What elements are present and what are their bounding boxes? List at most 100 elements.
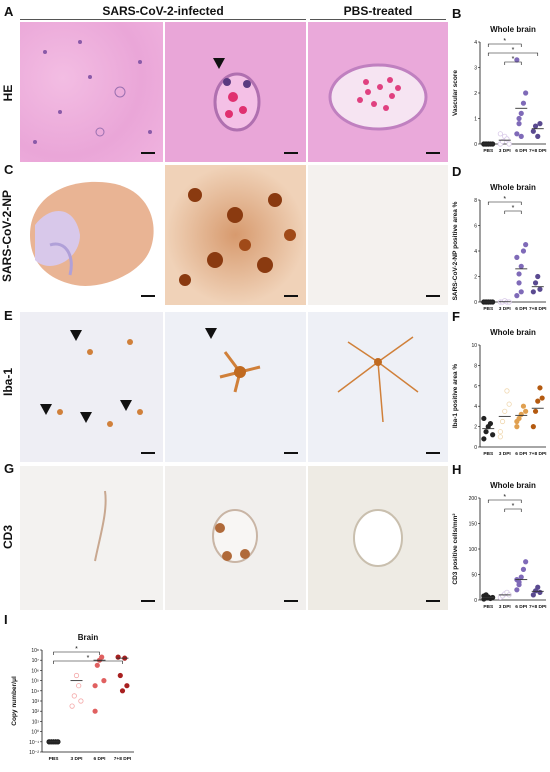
- data-point: [530, 424, 536, 430]
- data-point: [78, 698, 84, 704]
- chart-brain-copy-number: Brain 10⁻² 10⁻¹ 10⁰ 10¹ 10² 10³ 10⁴ 10⁵ 10⁶ 10⁷ 10⁸…: [11, 633, 134, 762]
- x-tick-label: PBS: [483, 451, 494, 457]
- data-point: [523, 559, 529, 565]
- scale-bar: [426, 452, 440, 454]
- scale-bar: [426, 600, 440, 602]
- x-tick-label: 7+8 DPI: [529, 148, 547, 154]
- data-point: [537, 286, 543, 292]
- data-point: [514, 293, 520, 299]
- data-point: [504, 388, 510, 394]
- x-tick-label: 7+8 DPI: [114, 756, 132, 762]
- data-point: [539, 395, 545, 401]
- data-point: [516, 579, 522, 585]
- scale-bar: [141, 295, 155, 297]
- x-tick-label: 3 DPI: [499, 306, 512, 312]
- data-point: [530, 128, 536, 134]
- significance-star: *: [512, 205, 515, 212]
- he-control-image: [308, 22, 448, 162]
- panel-letter-a: A: [4, 4, 14, 19]
- data-point: [497, 131, 503, 137]
- data-point: [537, 121, 543, 127]
- y-tick-label: 0: [474, 598, 477, 604]
- data-point: [520, 100, 527, 106]
- x-tick-label: PBS: [49, 756, 60, 762]
- significance-bracket: [53, 660, 123, 664]
- x-tick-label: 3 DPI: [71, 756, 84, 762]
- data-point: [69, 703, 75, 709]
- data-point: [516, 280, 522, 286]
- y-tick-label: 10¹: [32, 719, 40, 725]
- x-tick-label: 6 DPI: [515, 148, 528, 154]
- y-tick-label: 10⁷: [32, 658, 40, 664]
- chart-title: Whole brain: [490, 481, 536, 490]
- data-point: [490, 432, 496, 438]
- x-tick-label: 3 DPI: [499, 451, 512, 457]
- chart-np-area: Whole brain 0 2 4 6 8 SARS-CoV-2-NP positive a…: [452, 183, 547, 312]
- data-point: [530, 289, 536, 295]
- infected-bracket: [20, 19, 306, 20]
- y-tick-label: 50: [471, 573, 477, 579]
- y-tick-label: 6: [474, 224, 477, 230]
- x-tick-label: 6 DPI: [515, 604, 528, 610]
- x-tick-label: PBS: [483, 604, 494, 610]
- data-point: [497, 434, 503, 440]
- y-tick-label: 10³: [32, 699, 40, 705]
- data-point: [535, 584, 541, 590]
- data-point: [497, 429, 503, 435]
- panel-letter-i: I: [4, 612, 8, 627]
- data-point: [485, 595, 491, 601]
- he-overview-image: [20, 22, 163, 162]
- significance-star: *: [503, 196, 506, 203]
- data-point: [532, 123, 539, 129]
- data-point: [71, 693, 77, 699]
- np-overview-image: [20, 165, 163, 305]
- significance-bracket: [487, 43, 522, 47]
- y-tick-label: 10⁸: [31, 648, 39, 654]
- y-tick-label: 0: [474, 445, 477, 451]
- data-point: [532, 280, 539, 286]
- chart-cd3-cells: Whole brain 0 50 100 150 200 CD3 positive cell…: [452, 481, 547, 610]
- scale-bar: [141, 152, 155, 154]
- y-tick-label: 150: [469, 522, 478, 528]
- panel-letter-e: E: [4, 308, 13, 323]
- data-point: [523, 90, 529, 96]
- data-point: [537, 385, 543, 391]
- significance-star: *: [512, 56, 515, 63]
- y-tick-label: 8: [474, 198, 477, 204]
- y-tick-label: 2: [474, 425, 477, 431]
- significance-bracket: [487, 499, 522, 503]
- y-tick-label: 4: [474, 40, 477, 46]
- scale-bar: [141, 452, 155, 454]
- data-point: [518, 110, 524, 117]
- chart-title: Brain: [78, 633, 99, 642]
- significance-star: *: [503, 38, 506, 45]
- chart-iba-area: Whole brain 0 2 4 6 8 10 Iba-1 positive area % P…: [452, 328, 547, 457]
- data-point: [92, 708, 98, 714]
- data-point: [502, 408, 508, 414]
- scale-bar: [426, 152, 440, 154]
- data-point: [514, 254, 520, 260]
- data-point: [514, 424, 520, 430]
- data-point: [516, 271, 522, 277]
- y-tick-label: 2: [474, 275, 477, 281]
- data-point: [518, 133, 524, 139]
- data-point: [537, 589, 543, 595]
- data-point: [124, 683, 130, 689]
- y-axis-label: Iba-1 positive area %: [452, 364, 459, 429]
- x-tick-label: 7+8 DPI: [529, 451, 547, 457]
- data-point: [499, 418, 506, 425]
- data-point: [518, 574, 524, 580]
- iba-overview-image: [20, 312, 163, 462]
- data-point: [516, 115, 522, 122]
- he-vessel-image: [165, 22, 306, 162]
- scale-bar: [284, 295, 298, 297]
- data-point: [117, 672, 123, 679]
- y-tick-label: 10⁰: [31, 730, 39, 736]
- significance-star: *: [512, 503, 515, 510]
- significance-star: *: [75, 646, 78, 653]
- significance-bracket: [487, 52, 539, 56]
- scale-bar: [284, 452, 298, 454]
- panel-letter-g: G: [4, 461, 15, 476]
- significance-star: *: [512, 47, 515, 54]
- scale-bar: [284, 600, 298, 602]
